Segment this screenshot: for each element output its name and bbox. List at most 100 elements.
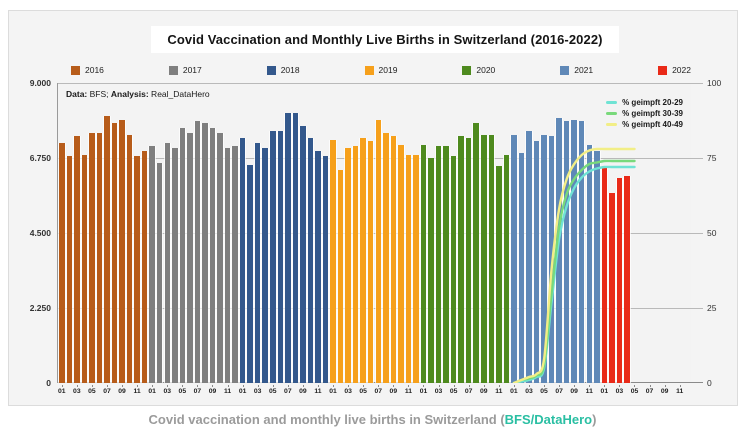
bar-2021-05	[541, 134, 547, 383]
legend-label-2020: 2020	[476, 65, 496, 75]
bar-2017-08	[202, 123, 208, 383]
x-tick-2021-11: 11	[585, 388, 593, 395]
bar-2019-07	[375, 119, 382, 383]
x-tickmark	[438, 385, 440, 387]
x-tickmark	[559, 385, 561, 387]
x-tick-2019-11: 11	[404, 388, 412, 395]
bar-2019-11	[405, 154, 412, 383]
bar-2017-12	[232, 146, 238, 383]
x-tickmark	[664, 385, 666, 387]
x-tick-2020-03: 03	[434, 388, 443, 395]
x-tickmark	[453, 385, 455, 387]
legend-swatch-2020	[462, 65, 472, 75]
bar-2020-06	[458, 136, 464, 383]
x-tick-2022-09: 09	[660, 388, 669, 395]
x-tickmark	[378, 385, 380, 387]
bar-2020-10	[488, 134, 495, 383]
x-tickmark	[287, 385, 289, 387]
x-tick-2021-03: 03	[525, 388, 533, 395]
x-tick-2016-01: 01	[57, 388, 66, 395]
x-tickmark	[106, 385, 108, 387]
x-tick-2016-11: 11	[133, 388, 141, 395]
x-tick-2022-11: 11	[676, 388, 684, 395]
legend-item-2020: 2020	[462, 65, 495, 75]
line-legend-item-geimpft40-49: % geimpft 40-49	[606, 119, 683, 130]
x-tick-2017-11: 11	[223, 388, 232, 395]
bar-2016-12	[141, 151, 148, 383]
x-tickmark	[468, 385, 470, 387]
bar-2019-05	[360, 138, 366, 383]
x-tick-2020-07: 07	[464, 388, 473, 395]
bar-2018-05	[270, 131, 276, 383]
y-axis-right: 100 75 50 25 0	[707, 78, 737, 388]
right-tick-75: 75	[707, 153, 717, 163]
line-legend-label: % geimpft 30-39	[622, 109, 683, 118]
legend-item-2016: 2016	[71, 65, 104, 75]
bar-2018-09	[300, 126, 306, 383]
bar-2022-02	[609, 193, 615, 383]
x-tick-2019-09: 09	[389, 388, 398, 395]
bar-2018-08	[292, 113, 299, 383]
legend-swatch-2018	[266, 65, 276, 75]
x-tickmark	[528, 385, 530, 387]
x-tick-2018-07: 07	[284, 388, 292, 395]
line-legend-dash	[606, 123, 618, 126]
bar-2017-09	[209, 128, 216, 383]
bar-2020-01	[420, 144, 427, 383]
legend-item-2018: 2018	[266, 65, 300, 75]
bar-2021-04	[533, 141, 540, 383]
curve-geimpft20-29	[512, 165, 636, 383]
bar-2016-07	[104, 116, 110, 383]
caption: Covid vaccination and monthly live birth…	[0, 412, 745, 427]
bar-2019-04	[352, 146, 359, 383]
legend-swatch-2021	[560, 65, 570, 75]
bar-2017-07	[194, 121, 201, 383]
x-tick-2016-05: 05	[88, 388, 96, 395]
x-tickmark	[61, 385, 63, 387]
right-tick-0: 0	[707, 378, 712, 388]
x-tick-2022-01: 01	[600, 388, 609, 395]
x-tick-2018-03: 03	[253, 388, 262, 395]
bar-2020-11	[496, 166, 502, 383]
x-tickmark	[317, 385, 319, 387]
bar-2019-03	[345, 148, 351, 383]
right-tick-100: 100	[707, 78, 722, 88]
line-legend-item-geimpft20-29: % geimpft 20-29	[606, 97, 683, 108]
legend-item-2022: 2022	[658, 65, 691, 75]
legend-label-2021: 2021	[574, 65, 594, 75]
x-tick-2018-05: 05	[268, 388, 277, 395]
x-tick-2017-05: 05	[178, 388, 187, 395]
x-tickmark	[679, 385, 681, 387]
bar-2022-03	[616, 178, 623, 383]
caption-text: Covid vaccination and monthly live birth…	[148, 412, 505, 427]
bar-2020-03	[435, 146, 442, 383]
year-legend: 2016 2017 2018 2019 2020 2021 2022	[71, 63, 691, 77]
curve-geimpft40-49	[512, 147, 636, 383]
x-tick-2020-01: 01	[419, 388, 428, 395]
bar-2016-06	[96, 133, 103, 383]
x-tickmark	[604, 385, 606, 387]
x-tick-2021-09: 09	[570, 388, 578, 395]
right-tick-50: 50	[707, 228, 717, 238]
bar-2017-03	[164, 143, 171, 383]
caption-link[interactable]: BFS/DataHero	[504, 412, 593, 427]
bar-2021-11	[586, 144, 593, 383]
x-tickmark	[348, 385, 350, 387]
left-tick-4.500: 4.500	[29, 228, 51, 238]
x-tickmark	[91, 385, 93, 387]
bar-2021-03	[526, 131, 532, 383]
x-tick-2020-09: 09	[479, 388, 488, 395]
x-tickmark	[363, 385, 365, 387]
bar-2018-01	[239, 138, 246, 383]
chart-card: Covid Vaccination and Monthly Live Birth…	[8, 10, 738, 406]
bar-2021-08	[563, 121, 570, 383]
bar-2017-10	[217, 133, 223, 383]
bar-2020-02	[428, 158, 434, 383]
chart-title-box: Covid Vaccination and Monthly Live Birth…	[151, 26, 619, 53]
bar-2018-07	[285, 113, 291, 383]
x-tickmark	[182, 385, 184, 387]
x-tickmark	[574, 385, 576, 387]
bar-2022-04	[624, 176, 630, 383]
bar-2019-01	[330, 139, 336, 383]
bar-2019-02	[337, 169, 344, 383]
